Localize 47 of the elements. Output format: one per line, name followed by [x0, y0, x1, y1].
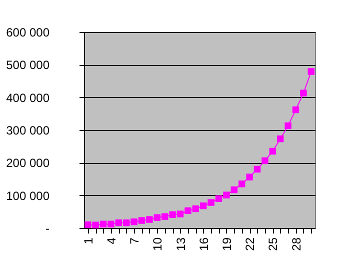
y-tick-label: 600 000 [6, 26, 50, 40]
point [161, 213, 168, 220]
x-tick-label: 28 [289, 237, 304, 251]
x-tick-label: 4 [104, 237, 118, 244]
point [100, 220, 107, 228]
y-tick-label: 300 000 [6, 124, 50, 138]
y-tick-label: - [46, 222, 50, 236]
point [208, 199, 214, 206]
point [276, 135, 284, 142]
x-tick-label: 13 [174, 237, 188, 251]
x-tick-label: 22 [243, 237, 258, 251]
point [184, 207, 192, 214]
point [246, 174, 253, 180]
y-tick-label: 100 000 [6, 188, 50, 203]
point [92, 222, 99, 228]
x-tick-label: 1 [81, 237, 96, 244]
point [300, 90, 307, 96]
point [84, 221, 92, 228]
x-tick-label: 19 [220, 237, 234, 251]
point [215, 195, 222, 202]
point [138, 217, 146, 224]
point [254, 166, 261, 173]
point [122, 219, 130, 226]
point [238, 180, 246, 188]
point [130, 218, 138, 226]
point [154, 214, 161, 221]
point [262, 157, 268, 164]
point [292, 106, 300, 114]
point [230, 186, 238, 194]
y-tick-label: 400 000 [6, 90, 50, 105]
y-tick-label: 200 000 [6, 156, 50, 170]
x-tick-label: 16 [196, 237, 211, 251]
point [308, 68, 315, 75]
point [176, 210, 184, 218]
point [223, 192, 230, 198]
point [284, 122, 292, 130]
point [146, 216, 153, 223]
x-tick-label: 10 [150, 237, 165, 251]
x-tick-label: 25 [266, 237, 280, 251]
point [269, 148, 276, 155]
point [192, 205, 200, 212]
point [108, 220, 114, 228]
point [115, 219, 122, 226]
point [200, 202, 207, 210]
y-tick-label: 500 000 [6, 58, 50, 72]
x-tick-label: 7 [128, 237, 142, 244]
point [169, 211, 176, 218]
